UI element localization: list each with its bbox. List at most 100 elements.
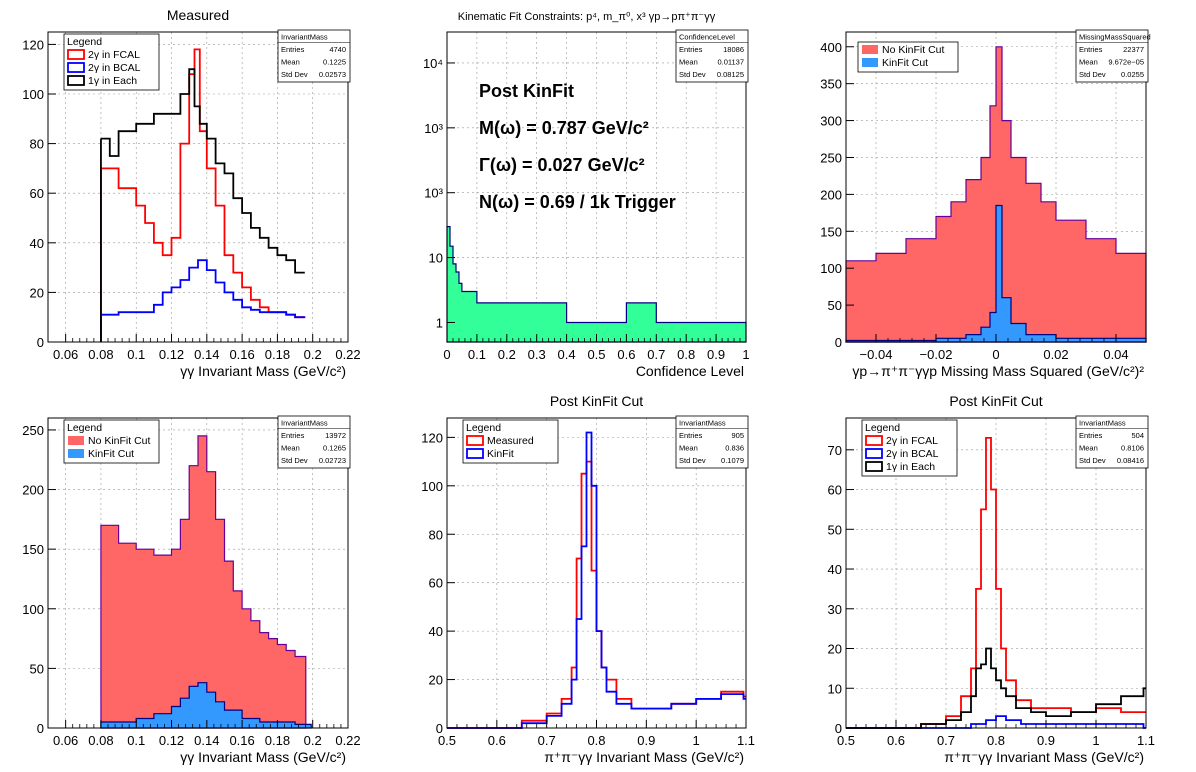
x-tick-label: 1	[693, 733, 700, 748]
y-tick-label: 200	[22, 483, 44, 498]
x-tick-label: 0.14	[194, 733, 219, 748]
y-tick-label: 40	[429, 624, 443, 639]
stats-value: 0.02723	[319, 456, 346, 465]
x-tick-label: 0.08	[88, 347, 113, 362]
stats-value: 22377	[1123, 45, 1144, 54]
stats-key: Std Dev	[281, 456, 308, 465]
x-axis-label: Confidence Level	[636, 363, 744, 379]
x-tick-label: 0	[992, 347, 999, 362]
x-tick-label: 0.1	[127, 347, 145, 362]
x-tick-label: 1.1	[1137, 733, 1155, 748]
stats-key: Mean	[281, 58, 300, 67]
x-tick-label: 0.18	[265, 733, 290, 748]
x-tick-label: 0.08	[88, 733, 113, 748]
x-tick-label: 0.18	[265, 347, 290, 362]
legend-swatch	[466, 448, 484, 459]
plot-frame	[47, 417, 349, 729]
stats-value: 905	[731, 431, 744, 440]
x-tick-label: 0.04	[1103, 347, 1128, 362]
stats-value: 9.672e−05	[1108, 58, 1144, 67]
legend-swatch	[68, 449, 84, 458]
legend-swatch	[67, 49, 85, 60]
x-tick-label: 0.6	[887, 733, 905, 748]
y-tick-label: 100	[22, 87, 44, 102]
x-tick-label: −0.02	[920, 347, 953, 362]
legend-title: Legend	[67, 422, 102, 434]
stats-value: 18086	[723, 45, 744, 54]
y-tick-label: 50	[828, 522, 842, 537]
stats-key: Mean	[679, 444, 698, 453]
x-tick-label: 0.4	[558, 347, 576, 362]
x-axis-label: π⁺π⁻γγ Invariant Mass (GeV/c²)	[544, 749, 744, 765]
stats-key: Entries	[679, 431, 703, 440]
stats-value: 0.1225	[323, 58, 346, 67]
stats-key: Entries	[1079, 45, 1103, 54]
stats-value: 0.08416	[1117, 456, 1144, 465]
y-tick-label: 0	[37, 721, 44, 736]
x-tick-label: 0.8	[987, 733, 1005, 748]
legend-frame	[861, 419, 958, 477]
stats-value: 0.1079	[721, 456, 744, 465]
x-tick-label: 0.8	[587, 733, 605, 748]
stats-key: Mean	[1079, 58, 1098, 67]
legend-swatch	[67, 62, 85, 73]
series-2-in-bcal-line	[100, 259, 306, 319]
panel-p2: 0 0.1 0.2 0.3 0.4 0.5 0.6 0.7 0.8 0.9 1 1 10 10³ 10³ 10…	[423, 11, 750, 379]
stats-frame	[1075, 29, 1149, 83]
stats-name: InvariantMass	[281, 419, 328, 428]
legend-entry-label: No KinFit Cut	[88, 435, 151, 447]
legend-entry-label: No KinFit Cut	[882, 44, 945, 56]
x-tick-label: 0.12	[159, 347, 184, 362]
annotation: Γ(ω) = 0.027 GeV/c²	[479, 155, 645, 175]
panel-p6: 0.5 0.6 0.7 0.8 0.9 1 1.1 0 10 20 30 40 50 60 70 π⁺π⁻γγ…	[828, 393, 1156, 765]
legend-swatch	[862, 45, 878, 54]
y-tick-label: 120	[22, 37, 44, 52]
y-tick-label: 0	[835, 335, 842, 350]
stats-key: Std Dev	[679, 70, 706, 79]
x-tick-label: 0.02	[1043, 347, 1068, 362]
y-tick-label: 70	[828, 443, 842, 458]
y-tick-label: 200	[820, 187, 842, 202]
legend-entry-label: 2γ in FCAL	[886, 435, 938, 447]
stats-key: Entries	[281, 431, 305, 440]
panel-title: Measured	[167, 7, 229, 23]
y-tick-label: 20	[30, 285, 44, 300]
stats-frame	[675, 29, 749, 83]
legend-swatch	[68, 436, 84, 445]
y-tick-label: 0	[37, 335, 44, 350]
x-tick-label: 1	[1092, 733, 1099, 748]
x-tick-label: 1	[742, 347, 749, 362]
y-tick-label: 80	[30, 137, 44, 152]
y-tick-label: 10⁴	[423, 56, 443, 71]
legend-entry-label: 1γ in Each	[88, 75, 137, 87]
x-tick-label: 0.1	[468, 347, 486, 362]
series-2-in-bcal-line	[846, 715, 1146, 729]
y-tick-label: 40	[828, 562, 842, 577]
stats-frame	[277, 29, 351, 83]
x-tick-label: 0	[443, 347, 450, 362]
x-tick-label: 0.06	[53, 733, 78, 748]
panel-title: Post KinFit Cut	[949, 393, 1042, 409]
stats-frame	[675, 415, 749, 469]
x-tick-label: 0.14	[194, 347, 219, 362]
stats-name: InvariantMass	[1079, 419, 1126, 428]
y-tick-label: 10	[429, 251, 443, 266]
y-tick-label: 100	[820, 261, 842, 276]
x-tick-label: 0.8	[677, 347, 695, 362]
x-tick-label: 0.12	[159, 733, 184, 748]
x-tick-label: 0.9	[707, 347, 725, 362]
legend-title: Legend	[67, 36, 102, 48]
panel-p4: 0.06 0.08 0.1 0.12 0.14 0.16 0.18 0.2 0.22 0 50 100…	[22, 415, 361, 765]
x-tick-label: 0.5	[837, 733, 855, 748]
x-tick-label: 0.16	[229, 347, 254, 362]
y-tick-label: 0	[835, 721, 842, 736]
y-tick-label: 400	[820, 40, 842, 55]
x-axis-label: γγ Invariant Mass (GeV/c²)	[180, 749, 346, 765]
x-tick-label: 0.6	[617, 347, 635, 362]
y-tick-label: 30	[828, 602, 842, 617]
y-tick-label: 120	[421, 430, 443, 445]
x-tick-label: 0.06	[53, 347, 78, 362]
x-tick-label: 0.22	[335, 347, 360, 362]
